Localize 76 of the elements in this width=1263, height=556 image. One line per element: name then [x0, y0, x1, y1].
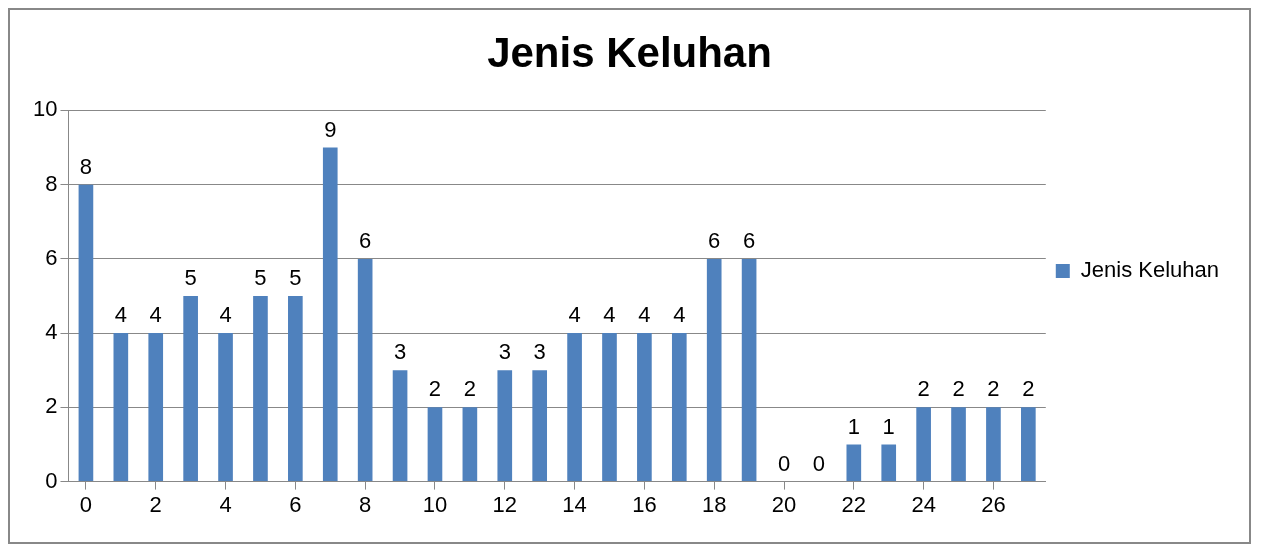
- data-label: 4: [673, 302, 686, 328]
- data-label: 8: [79, 153, 93, 179]
- bar: [462, 407, 478, 482]
- chart-title: Jenis Keluhan: [487, 28, 772, 76]
- data-label: 5: [254, 265, 267, 291]
- data-label: 5: [184, 265, 197, 291]
- data-label: 6: [708, 227, 721, 253]
- x-tick-label: 24: [911, 491, 936, 517]
- bar: [532, 370, 548, 482]
- bar: [183, 296, 198, 482]
- data-label: 4: [603, 302, 616, 328]
- bar: [288, 296, 303, 482]
- bar: [497, 370, 513, 482]
- bar: [602, 333, 617, 482]
- bar: [253, 296, 268, 482]
- x-tick-label: 0: [79, 491, 93, 517]
- bar: [846, 444, 862, 482]
- data-label: 1: [882, 413, 895, 439]
- y-tick-label: 2: [45, 393, 58, 419]
- data-label: 4: [638, 302, 651, 328]
- data-label: 0: [812, 450, 826, 476]
- y-tick-label: 0: [45, 467, 58, 493]
- x-tick-label: 2: [149, 491, 162, 517]
- data-label: 3: [393, 339, 407, 365]
- data-label: 2: [463, 376, 476, 402]
- bar: [637, 333, 652, 482]
- data-label: 4: [114, 302, 127, 328]
- bar: [148, 333, 164, 482]
- bar: [567, 333, 582, 482]
- y-tick-label: 8: [45, 170, 58, 196]
- bar: [881, 444, 897, 482]
- bar: [916, 407, 931, 482]
- bar: [671, 333, 687, 482]
- data-label: 4: [568, 302, 581, 328]
- data-label: 2: [428, 376, 442, 402]
- y-tick-label: 6: [45, 244, 58, 270]
- x-tick-label: 26: [981, 491, 1006, 517]
- data-label: 6: [742, 227, 756, 253]
- data-label: 2: [1022, 376, 1035, 402]
- data-label: 1: [847, 413, 860, 439]
- bar: [951, 407, 966, 482]
- data-label: 2: [987, 376, 1000, 402]
- legend-label: Jenis Keluhan: [1080, 257, 1220, 283]
- data-label: 0: [777, 450, 791, 476]
- bar: [1021, 407, 1036, 482]
- bar: [113, 333, 129, 482]
- y-tick-label: 10: [32, 96, 58, 122]
- data-label: 5: [289, 265, 302, 291]
- data-label: 3: [498, 339, 511, 365]
- data-label: 9: [324, 116, 337, 142]
- data-label: 4: [219, 302, 232, 328]
- bar: [741, 258, 757, 482]
- bar: [986, 407, 1001, 482]
- x-tick-label: 20: [771, 491, 797, 517]
- bar: [706, 258, 722, 482]
- x-tick-label: 10: [422, 491, 448, 517]
- x-tick-label: 22: [841, 491, 867, 517]
- x-tick-label: 6: [289, 491, 302, 517]
- x-tick-label: 8: [359, 491, 372, 517]
- x-tick-label: 14: [562, 491, 587, 517]
- data-label: 4: [149, 302, 162, 328]
- data-label: 3: [533, 339, 546, 365]
- x-tick-label: 16: [632, 491, 657, 517]
- data-label: 6: [359, 227, 372, 253]
- bar: [392, 370, 408, 482]
- bar: [427, 407, 443, 482]
- data-label: 2: [917, 376, 930, 402]
- y-tick-label: 4: [45, 319, 58, 345]
- x-tick-label: 18: [701, 491, 727, 517]
- bar: [322, 147, 338, 482]
- bar: [218, 333, 233, 482]
- data-label: 2: [952, 376, 965, 402]
- bar: [357, 258, 373, 482]
- bar: [78, 184, 94, 482]
- x-tick-label: 12: [492, 491, 518, 517]
- x-tick-label: 4: [219, 491, 232, 517]
